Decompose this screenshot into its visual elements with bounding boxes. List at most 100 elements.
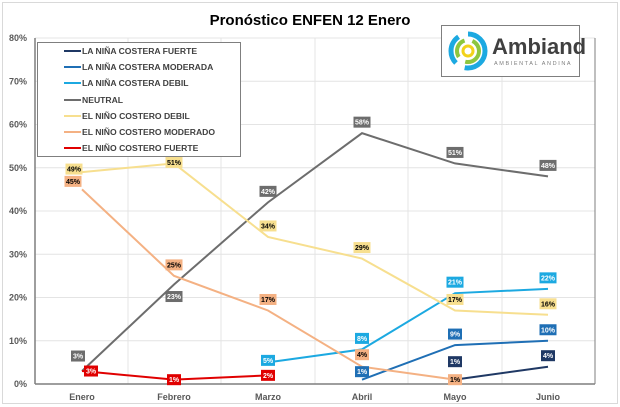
data-label-box bbox=[448, 374, 462, 386]
logo-name: Ambiand bbox=[492, 34, 587, 59]
data-label: 42% bbox=[261, 189, 276, 196]
legend-label: EL NIÑO COSTERO FUERTE bbox=[82, 143, 199, 154]
data-label-box bbox=[259, 220, 277, 232]
data-label: 22% bbox=[541, 275, 556, 282]
data-label: 1% bbox=[169, 377, 180, 384]
data-label: 51% bbox=[448, 150, 463, 157]
data-label-box bbox=[446, 146, 464, 158]
data-label-box bbox=[446, 276, 464, 288]
data-label-box bbox=[261, 354, 275, 366]
data-label: 5% bbox=[263, 358, 274, 365]
data-label-box bbox=[355, 332, 369, 344]
legend-label: LA NIÑA COSTERA FUERTE bbox=[82, 46, 198, 57]
data-label-box bbox=[448, 356, 462, 368]
legend-label: EL NIÑO COSTERO DEBIL bbox=[82, 110, 190, 121]
y-tick-label: 60% bbox=[9, 120, 27, 130]
data-label-box bbox=[261, 369, 275, 381]
legend-swatch bbox=[64, 147, 81, 150]
x-tick-label: Abril bbox=[352, 392, 373, 402]
legend-swatch bbox=[64, 98, 81, 101]
data-label-box bbox=[259, 185, 277, 197]
data-label: 8% bbox=[357, 336, 368, 343]
y-tick-label: 70% bbox=[9, 76, 27, 86]
legend-label: EL NIÑO COSTERO MODERADO bbox=[82, 127, 216, 138]
data-label: 45% bbox=[66, 179, 81, 186]
y-tick-label: 10% bbox=[9, 336, 27, 346]
data-label: 25% bbox=[167, 262, 182, 269]
legend-swatch bbox=[64, 131, 81, 134]
data-label-box bbox=[64, 175, 82, 187]
legend-swatch bbox=[64, 66, 81, 69]
data-label: 17% bbox=[448, 297, 463, 304]
data-label-box bbox=[355, 366, 369, 378]
series-line-0 bbox=[454, 365, 549, 381]
legend-swatch bbox=[64, 82, 81, 85]
data-label: 29% bbox=[355, 245, 370, 252]
ambiand-logo: Ambiand AMBIENTAL ANDINA bbox=[441, 25, 586, 77]
legend-item: LA NIÑA COSTERA FUERTE bbox=[38, 43, 240, 59]
y-tick-label: 20% bbox=[9, 293, 27, 303]
data-label: 23% bbox=[167, 294, 182, 301]
data-label-box bbox=[446, 293, 464, 305]
legend-item: LA NIÑA COSTERA MODERADA bbox=[38, 59, 240, 75]
series-line-2 bbox=[267, 287, 549, 364]
series-line-1 bbox=[361, 339, 549, 381]
legend-item: EL NIÑO COSTERO FUERTE bbox=[38, 140, 240, 156]
data-label-box bbox=[539, 272, 557, 284]
series-line-3 bbox=[81, 132, 549, 372]
data-label-box bbox=[65, 163, 83, 175]
legend-item: LA NIÑA COSTERA DEBIL bbox=[38, 75, 240, 91]
legend-item: EL NIÑO COSTERO MODERADO bbox=[38, 124, 240, 140]
data-label-box bbox=[353, 242, 371, 254]
swirl-logo-icon bbox=[448, 31, 488, 71]
data-label: 4% bbox=[357, 352, 368, 359]
legend-item: NEUTRAL bbox=[38, 92, 240, 108]
logo-subtitle: AMBIENTAL ANDINA bbox=[494, 61, 573, 67]
data-label-box bbox=[71, 350, 85, 362]
data-label-box bbox=[165, 291, 183, 303]
data-label: 51% bbox=[167, 160, 182, 167]
data-label: 3% bbox=[86, 369, 97, 376]
data-label-box bbox=[353, 116, 371, 128]
y-tick-label: 0% bbox=[14, 379, 27, 389]
x-tick-label: Enero bbox=[69, 392, 95, 402]
y-tick-label: 80% bbox=[9, 33, 27, 43]
legend: LA NIÑA COSTERA FUERTE LA NIÑA COSTERA MO… bbox=[37, 42, 241, 157]
data-label-box bbox=[355, 349, 369, 361]
y-tick-label: 40% bbox=[9, 206, 27, 216]
data-label: 4% bbox=[543, 353, 554, 360]
legend-label: NEUTRAL bbox=[82, 94, 124, 105]
data-label: 1% bbox=[450, 377, 461, 384]
data-label-box bbox=[167, 374, 181, 386]
data-label-box bbox=[165, 259, 183, 271]
data-label: 17% bbox=[261, 297, 276, 304]
data-label: 58% bbox=[355, 120, 370, 127]
data-label-box bbox=[84, 365, 98, 377]
data-label-box bbox=[539, 159, 557, 171]
data-label: 34% bbox=[261, 223, 276, 230]
legend-swatch bbox=[64, 50, 81, 53]
data-label: 1% bbox=[450, 359, 461, 366]
chart-title: Pronóstico ENFEN 12 Enero bbox=[209, 12, 411, 29]
series-line-4 bbox=[81, 162, 549, 316]
data-label: 3% bbox=[73, 354, 84, 361]
y-tick-label: 50% bbox=[9, 163, 27, 173]
legend-swatch bbox=[64, 114, 81, 117]
data-label-box bbox=[541, 350, 555, 362]
legend-label: LA NIÑA COSTERA MODERADA bbox=[82, 62, 214, 73]
data-label: 48% bbox=[541, 163, 556, 170]
x-tick-label: Junio bbox=[536, 392, 561, 402]
data-label: 21% bbox=[448, 280, 463, 287]
data-label: 9% bbox=[450, 332, 461, 339]
legend-item: EL NIÑO COSTERO DEBIL bbox=[38, 108, 240, 124]
y-tick-label: 30% bbox=[9, 249, 27, 259]
data-label: 16% bbox=[541, 301, 556, 308]
x-tick-label: Marzo bbox=[255, 392, 282, 402]
data-label-box bbox=[259, 293, 277, 305]
data-label: 49% bbox=[67, 167, 82, 174]
data-label: 1% bbox=[357, 369, 368, 376]
x-tick-label: Mayo bbox=[443, 392, 467, 402]
data-label: 2% bbox=[263, 373, 274, 380]
data-label-box bbox=[539, 324, 557, 336]
